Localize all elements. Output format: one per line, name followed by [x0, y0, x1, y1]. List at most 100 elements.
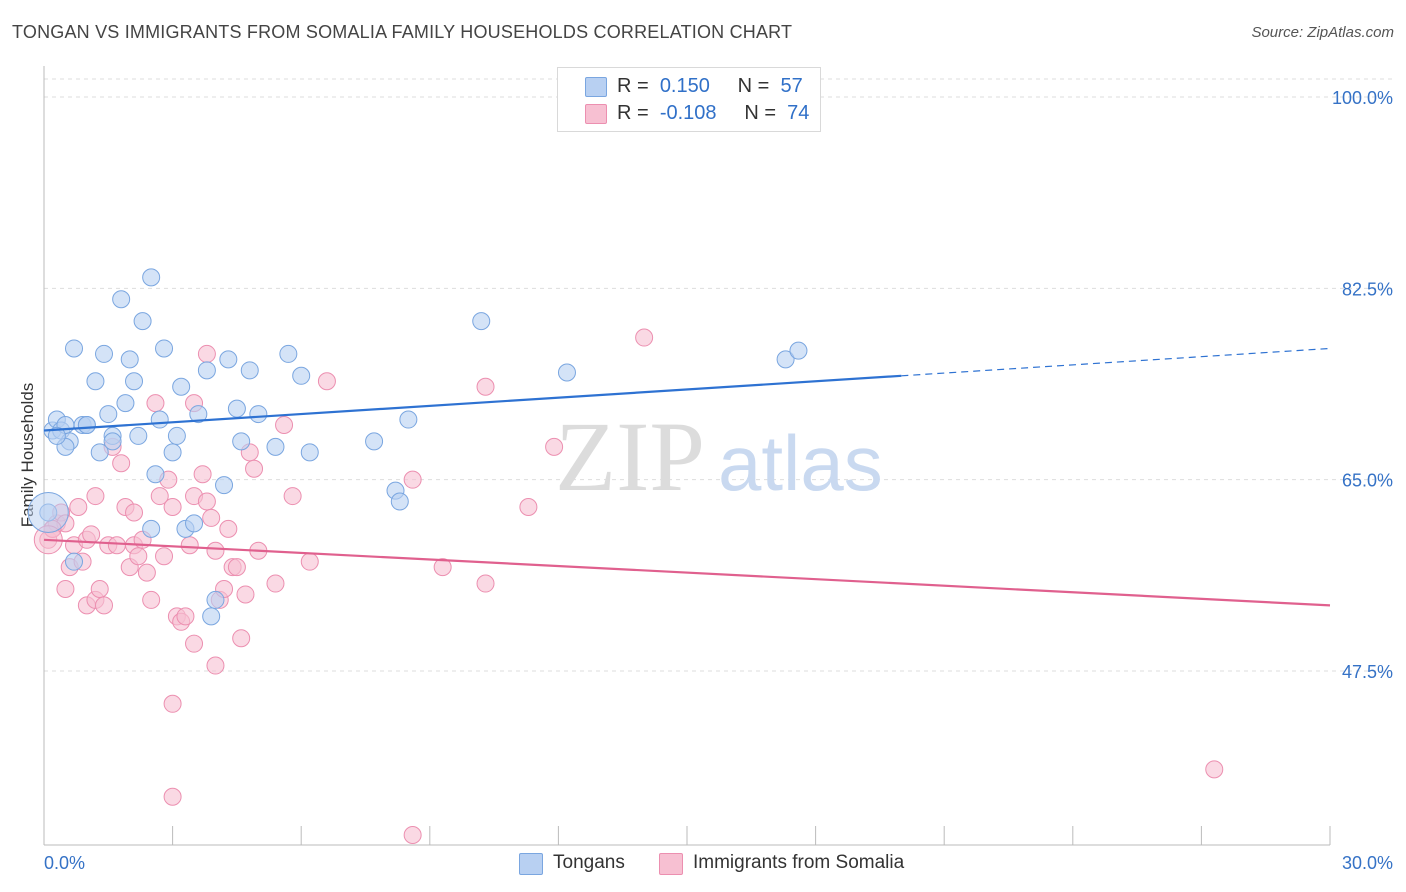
somalia-point: [403, 470, 422, 489]
tongan-point: [112, 290, 131, 309]
somalia-point: [90, 580, 109, 598]
tongan-point: [77, 416, 96, 434]
tongan-point: [390, 492, 409, 511]
somalia-point: [275, 416, 294, 434]
tongan-point: [197, 361, 216, 380]
somalia-point: [95, 596, 114, 615]
somalia-point: [197, 492, 216, 511]
tongan-trend-extension: [901, 347, 1331, 377]
tongan-point: [206, 590, 225, 609]
somalia-point: [236, 585, 255, 604]
y-tick-label: 47.5%: [1342, 662, 1393, 682]
somalia-point: [283, 487, 302, 506]
somalia-point: [476, 574, 495, 593]
tongan-point: [99, 405, 118, 424]
somalia-point: [86, 487, 105, 506]
source-label: Source: ZipAtlas.com: [1251, 24, 1394, 41]
somalia-point: [163, 694, 182, 713]
somalia-trend-line: [43, 538, 1331, 607]
tongan-point: [65, 339, 84, 358]
somalia-point: [219, 519, 238, 538]
legend-r-label: R =: [617, 75, 649, 97]
tongan-point: [146, 465, 165, 484]
y-tick-label: 82.5%: [1342, 279, 1393, 299]
somalia-point: [1205, 760, 1224, 779]
tongan-point: [163, 443, 182, 462]
legend-r-value: -0.108: [659, 102, 717, 124]
bottom-legend-label: Immigrants from Somalia: [693, 852, 905, 873]
legend-n-value: 74: [787, 102, 810, 124]
tongan-point: [90, 443, 109, 462]
tongan-point: [185, 514, 204, 533]
trend-lines: [43, 347, 1331, 607]
tick-labels: 47.5% 65.0% 82.5% 100.0% 0.0% 30.0%: [44, 88, 1393, 873]
somalia-point: [476, 377, 495, 396]
tongan-point: [232, 432, 251, 451]
tongan-point: [189, 405, 208, 424]
somalia-point: [112, 454, 131, 473]
somalia-point: [197, 344, 216, 363]
tongan-point: [365, 432, 384, 451]
bottom-legend-swatch-blue: [519, 853, 543, 875]
tongan-point: [219, 350, 238, 369]
somalia-point: [150, 487, 169, 506]
tongan-point: [399, 410, 418, 429]
tongan-point: [167, 426, 186, 445]
somalia-point: [142, 590, 161, 609]
somalia-point: [206, 541, 225, 560]
legend-n-label: N =: [737, 75, 770, 97]
tongan-point: [215, 476, 234, 495]
somalia-point: [146, 394, 165, 413]
correlation-legend: R = 0.150 N = 57 R = -0.108 N = 74: [557, 67, 821, 132]
somalia-point: [433, 558, 452, 577]
tongan-point: [240, 361, 259, 380]
bottom-legend-label: Tongans: [553, 852, 625, 873]
bottom-legend-swatch-pink: [659, 853, 683, 875]
somalia-point: [545, 437, 564, 456]
legend-r-value: 0.150: [659, 75, 710, 97]
somalia-point: [125, 503, 144, 522]
tongan-points: [27, 268, 808, 626]
somalia-point: [163, 787, 182, 806]
somalia-point: [232, 629, 251, 648]
tongan-point: [172, 377, 191, 396]
tongan-point: [133, 312, 152, 331]
y-tick-label: 65.0%: [1342, 471, 1393, 491]
somalia-point: [635, 328, 654, 347]
tongan-point: [266, 437, 285, 456]
tongan-point: [300, 443, 319, 462]
chart-title: TONGAN VS IMMIGRANTS FROM SOMALIA FAMILY…: [12, 22, 793, 42]
tongan-point: [557, 363, 576, 382]
somalia-point: [176, 607, 195, 626]
x-tick-label: 0.0%: [44, 853, 85, 873]
watermark: ZIP atlas: [555, 401, 883, 512]
tongan-point: [86, 372, 105, 391]
tongan-point: [142, 268, 161, 287]
somalia-point: [403, 826, 422, 844]
tongan-point: [292, 366, 311, 385]
somalia-point: [129, 547, 148, 566]
tongan-point: [155, 339, 174, 358]
tongan-point: [789, 341, 808, 360]
somalia-point: [69, 498, 88, 516]
somalia-point: [519, 498, 538, 516]
tongan-point: [202, 607, 221, 626]
legend-swatch-pink: [585, 104, 607, 124]
tongan-point: [120, 350, 139, 369]
tongan-point: [472, 312, 491, 331]
somalia-point: [56, 580, 75, 598]
y-tick-label: 100.0%: [1332, 88, 1393, 108]
tongan-point: [116, 394, 135, 413]
tongan-point: [142, 519, 161, 538]
legend-r-label: R =: [617, 102, 649, 124]
legend-n-label: N =: [744, 102, 777, 124]
somalia-point: [185, 634, 204, 653]
tongan-trend-line: [43, 374, 902, 432]
tongan-point: [129, 426, 148, 445]
somalia-point: [227, 558, 246, 577]
somalia-point: [82, 525, 101, 544]
tongan-point: [776, 350, 795, 369]
somalia-point: [193, 465, 212, 484]
tongan-point: [279, 344, 298, 363]
somalia-point: [206, 656, 225, 675]
